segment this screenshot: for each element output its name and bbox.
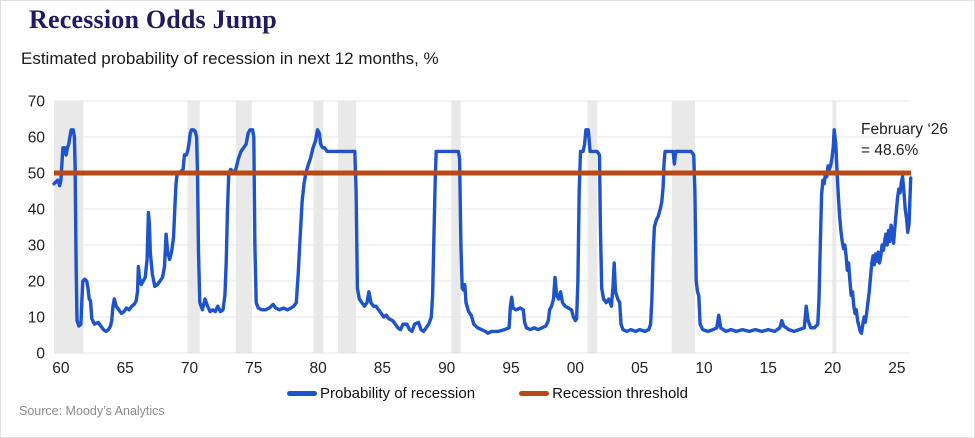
y-tick-label: 20 bbox=[28, 274, 46, 291]
x-tick-label: 70 bbox=[181, 360, 199, 377]
x-tick-label: 05 bbox=[631, 360, 648, 377]
x-tick-label: 75 bbox=[245, 360, 262, 377]
x-tick-label: 90 bbox=[438, 360, 456, 377]
recession-band bbox=[338, 101, 357, 353]
y-tick-label: 50 bbox=[28, 166, 46, 183]
x-tick-label: 15 bbox=[760, 360, 777, 377]
recession-band bbox=[832, 101, 837, 353]
y-tick-label: 70 bbox=[28, 94, 46, 111]
recession-band bbox=[451, 101, 461, 353]
x-tick-label: 80 bbox=[309, 360, 327, 377]
probability-line bbox=[52, 128, 913, 335]
x-tick-label: 60 bbox=[52, 360, 70, 377]
legend-label-probability: Probability of recession bbox=[320, 384, 476, 402]
source-note: Source: Moody’s Analytics bbox=[19, 404, 165, 418]
annotation-line1: February ‘26 bbox=[861, 121, 949, 138]
x-tick-label: 85 bbox=[374, 360, 391, 377]
recession-band bbox=[235, 101, 252, 353]
recession-band bbox=[587, 101, 598, 353]
legend-label-threshold: Recession threshold bbox=[552, 384, 688, 402]
y-tick-label: 40 bbox=[28, 202, 46, 219]
legend-item-threshold: Recession threshold bbox=[519, 385, 688, 402]
x-tick-label: 25 bbox=[888, 360, 905, 377]
threshold-line-swatch-icon bbox=[519, 390, 550, 396]
recession-band bbox=[313, 101, 324, 353]
x-tick-label: 00 bbox=[567, 360, 585, 377]
y-tick-label: 10 bbox=[28, 310, 46, 327]
y-tick-label: 30 bbox=[28, 238, 46, 255]
x-tick-label: 65 bbox=[117, 360, 134, 377]
x-tick-label: 20 bbox=[824, 360, 842, 377]
chart-subtitle: Estimated probability of recession in ne… bbox=[21, 49, 439, 68]
recession-band bbox=[671, 101, 695, 353]
legend: Probability of recession Recession thres… bbox=[1, 382, 974, 404]
x-tick-label: 95 bbox=[502, 360, 519, 377]
recession-probability-plot: 0 10 20 30 40 50 60 70 60 65 70 75 80 85 90 95 00 05 10 15 2… bbox=[28, 94, 913, 377]
y-tick-label: 0 bbox=[36, 346, 45, 363]
page-title: Recession Odds Jump bbox=[29, 5, 277, 34]
legend-item-probability: Probability of recession bbox=[287, 385, 475, 402]
x-tick-label: 10 bbox=[695, 360, 713, 377]
annotation-february-26: February ‘26 = 48.6% bbox=[861, 119, 974, 161]
probability-line-swatch-icon bbox=[287, 390, 317, 396]
y-tick-label: 60 bbox=[28, 130, 46, 147]
annotation-line2: = 48.6% bbox=[861, 142, 919, 159]
